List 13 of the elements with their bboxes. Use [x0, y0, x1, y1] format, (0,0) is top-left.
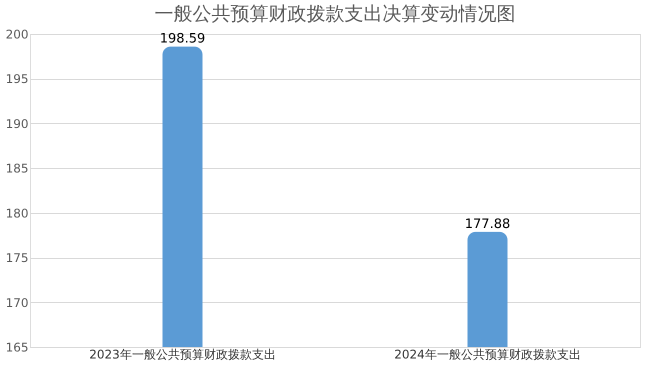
y-tick-label: 185 [6, 162, 28, 176]
data-label: 177.88 [464, 216, 510, 232]
y-tick-label: 200 [6, 28, 28, 42]
y-tick-label: 190 [6, 116, 28, 131]
chart-title: 一般公共预算财政拨款支出决算变动情况图 [154, 3, 516, 25]
y-tick-label: 165 [6, 340, 28, 354]
data-label: 198.59 [160, 32, 206, 47]
y-tick-label: 175 [6, 251, 28, 266]
y-tick-label: 170 [6, 296, 28, 310]
x-tick-label: 2023年一般公共预算财政拨款支出 [89, 348, 276, 362]
y-tick-label: 195 [6, 72, 28, 86]
y-tick-label: 180 [6, 206, 28, 220]
x-tick-label: 2024年一般公共预算财政拨款支出 [394, 348, 581, 362]
